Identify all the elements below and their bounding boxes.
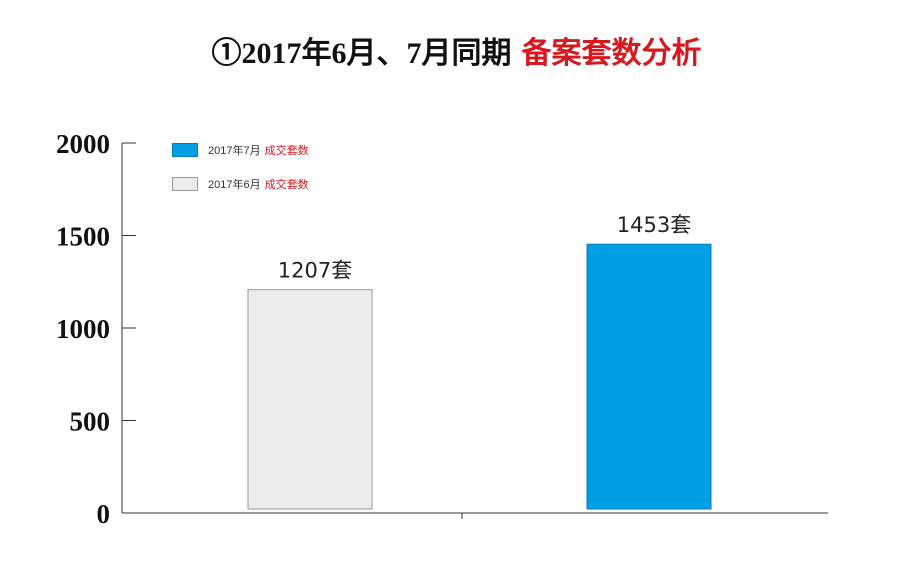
legend-swatch-july <box>172 143 198 157</box>
legend-item-july: 2017年7月 成交套数 <box>172 142 309 158</box>
legend-item-june: 2017年6月 成交套数 <box>172 176 309 192</box>
y-tick-label: 2000 <box>56 129 110 159</box>
data-label: 1453套 <box>617 213 691 237</box>
chart-title: ①2017年6月、7月同期 备案套数分析 <box>0 28 913 72</box>
chart-title-accent: 备案套数分析 <box>521 37 702 70</box>
legend-prefix-june: 2017年6月 <box>208 179 261 191</box>
bar <box>586 243 712 510</box>
legend-label-june: 成交套数 <box>264 179 309 191</box>
y-tick-label: 0 <box>97 499 111 529</box>
y-tick-label: 1000 <box>56 314 110 344</box>
legend-swatch-june <box>172 177 198 191</box>
y-tick-label: 500 <box>70 407 111 437</box>
legend-prefix-july: 2017年7月 <box>208 145 261 157</box>
y-tick-label: 1500 <box>56 222 110 252</box>
data-label: 1207套 <box>278 259 352 283</box>
chart-title-main: ①2017年6月、7月同期 <box>211 37 512 70</box>
bar <box>247 289 373 510</box>
legend-label-july: 成交套数 <box>264 145 309 157</box>
